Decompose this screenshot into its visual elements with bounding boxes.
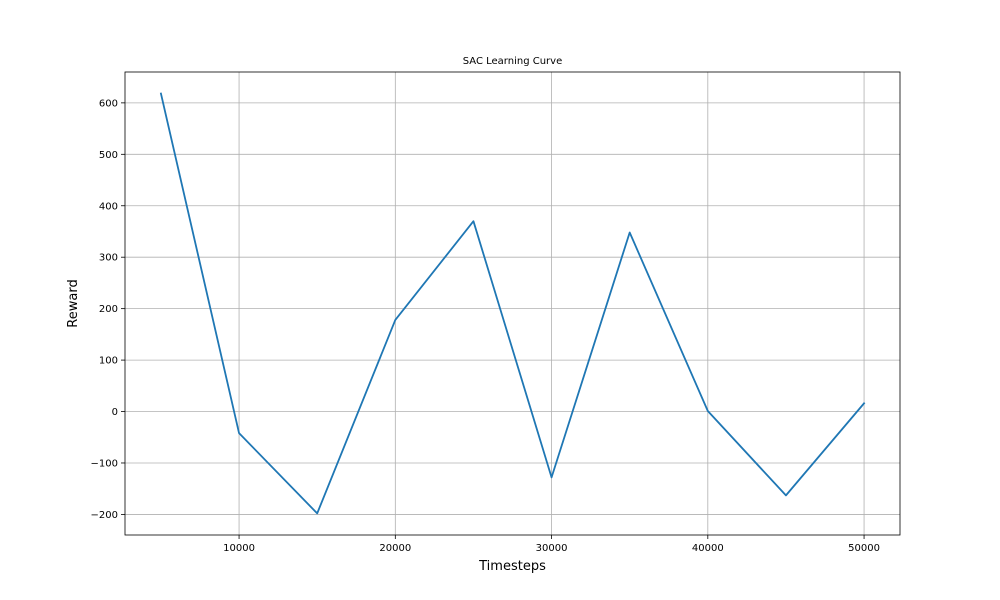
y-tick-label: 0 xyxy=(112,407,118,418)
y-tick-label: −200 xyxy=(91,510,118,521)
y-tick-label: 200 xyxy=(99,304,118,315)
y-tick-label: 600 xyxy=(99,98,118,109)
series-layer xyxy=(159,92,866,515)
grid-layer xyxy=(125,72,900,535)
series-line xyxy=(159,92,866,515)
y-tick-label: −100 xyxy=(91,458,118,469)
x-tick-label: 20000 xyxy=(379,543,411,554)
x-axis-label: Timesteps xyxy=(478,559,546,574)
y-axis-label: Reward xyxy=(66,279,81,327)
tick-layer: 10000 20000 30000 40000 50000 −200 −100 0 100 200… xyxy=(91,98,880,554)
y-tick-label: 300 xyxy=(99,253,118,264)
y-tick-label: 400 xyxy=(99,201,118,212)
x-tick-label: 10000 xyxy=(223,543,255,554)
plot-frame xyxy=(124,71,901,536)
x-tick-label: 50000 xyxy=(848,543,880,554)
y-tick-label: 500 xyxy=(99,150,118,161)
x-tick-label: 30000 xyxy=(536,543,568,554)
chart-title: SAC Learning Curve xyxy=(463,56,562,67)
y-tick-label: 100 xyxy=(99,356,118,367)
x-tick-label: 40000 xyxy=(692,543,724,554)
